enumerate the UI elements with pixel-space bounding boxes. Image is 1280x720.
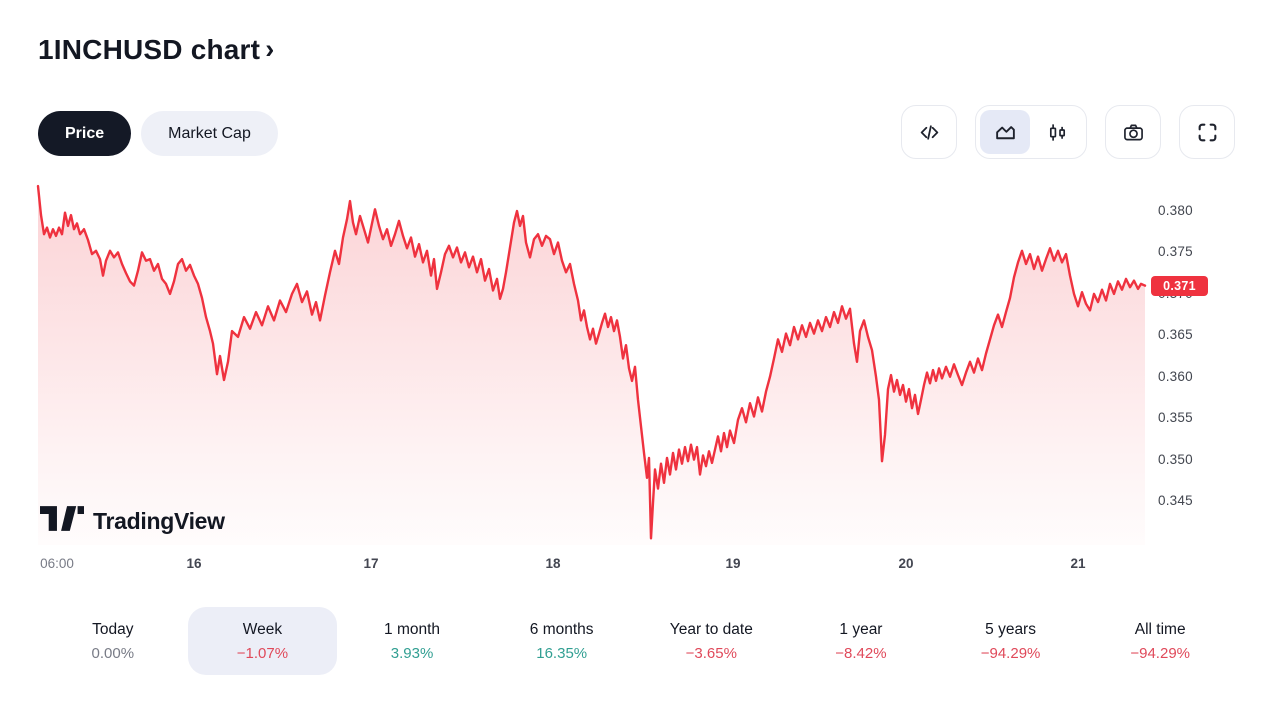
code-icon [918,121,941,144]
y-tick: 0.360 [1158,368,1193,384]
fullscreen-icon [1196,121,1219,144]
price-chart-canvas[interactable] [36,182,1147,545]
y-tick: 0.345 [1158,493,1193,508]
symbol-title: 1INCHUSD chart [38,34,261,65]
range-tab-label: 1 month [384,621,441,638]
range-tab-change: −8.42% [835,645,887,662]
range-tab-change: −94.29% [980,645,1041,662]
range-tab-1-month[interactable]: 1 month 3.93% [337,607,487,675]
tradingview-logo-text: TradingView [93,507,225,534]
x-tick: 17 [363,556,379,571]
range-tab-6-months[interactable]: 6 months 16.35% [487,607,637,675]
y-axis[interactable]: 0.380 0.375 0.370 0.365 0.360 0.355 0.35… [1158,0,1228,560]
range-tab-label: 6 months [529,621,594,638]
range-tab-label: 1 year [839,621,883,638]
page-title[interactable]: 1INCHUSD chart › [38,34,274,66]
y-tick: 0.365 [1158,327,1193,343]
range-tab-week[interactable]: Week −1.07% [187,607,338,675]
y-tick: 0.350 [1158,451,1193,467]
range-tab-change: −94.29% [1130,645,1190,662]
range-tab-label: Year to date [669,621,753,638]
range-tab-1-year[interactable]: 1 year −8.42% [786,607,936,675]
x-tick: 20 [898,556,914,571]
range-tab-change: 0.00% [91,645,135,662]
chart-controls [901,105,1235,159]
market-cap-toggle-button[interactable]: Market Cap [141,111,278,156]
tradingview-logo-icon [40,506,85,536]
area-chart-icon [994,121,1017,144]
x-tick: 21 [1070,556,1086,571]
area-fill [38,186,1145,545]
x-tick: 06:00 [40,556,74,571]
x-tick: 19 [725,556,741,571]
range-tab-change: 16.35% [536,645,588,662]
range-tab-year-to-date[interactable]: Year to date −3.65% [637,607,787,675]
embed-code-button[interactable] [901,105,957,159]
range-tab-label: Week [242,621,283,638]
x-axis[interactable]: 06:00 16 17 18 19 20 21 [0,556,1280,576]
metric-toggle: Price Market Cap [38,111,278,156]
range-tab-label: 5 years [985,621,1036,638]
area-series [36,184,1147,545]
tradingview-logo[interactable]: TradingView [40,506,225,536]
price-line [36,184,1147,540]
x-tick: 18 [545,556,561,571]
range-tab-5-years[interactable]: 5 years −94.29% [936,607,1086,675]
range-tab-label: All time [1134,621,1186,638]
range-tab-change: −3.65% [685,645,737,662]
snapshot-button[interactable] [1105,105,1161,159]
range-tab-today[interactable]: Today 0.00% [38,607,188,675]
y-tick: 0.355 [1158,410,1193,426]
candlestick-chart-type-button[interactable] [1032,110,1082,154]
area-chart-type-button[interactable] [980,110,1030,154]
range-tabs: Today 0.00% Week −1.07% 1 month 3.93% 6 … [38,607,1235,675]
price-toggle-button[interactable]: Price [38,111,132,156]
range-tab-change: 3.93% [390,645,434,662]
x-tick: 16 [186,556,202,571]
chart-type-group [975,105,1087,159]
range-tab-change: −1.07% [236,645,289,662]
chevron-right-icon: › [265,33,275,64]
fullscreen-button[interactable] [1179,105,1235,159]
range-tab-label: Today [92,621,134,638]
candlestick-icon [1046,121,1069,144]
last-price-badge: 0.371 [1151,275,1208,296]
range-tab-all-time[interactable]: All time −94.29% [1085,607,1235,675]
y-tick: 0.380 [1158,203,1193,218]
camera-icon [1122,121,1145,144]
y-tick: 0.375 [1158,244,1193,260]
